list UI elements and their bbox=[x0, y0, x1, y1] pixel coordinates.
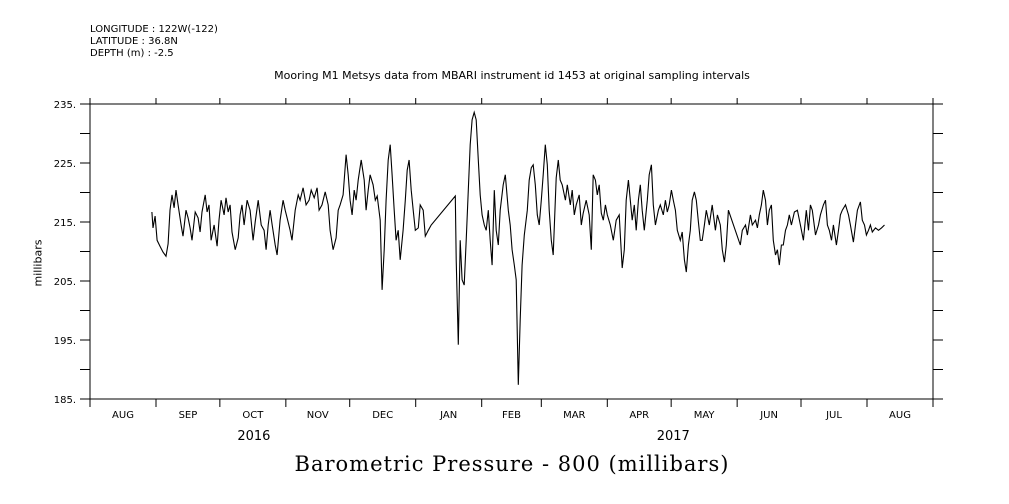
x-month-label: OCT bbox=[242, 410, 264, 421]
y-tick-label: 215. bbox=[54, 218, 76, 229]
x-axis-label: Barometric Pressure - 800 (millibars) bbox=[294, 452, 730, 476]
x-year-label: 2017 bbox=[657, 429, 690, 444]
x-year-label: 2016 bbox=[237, 429, 270, 444]
x-month-label: JAN bbox=[439, 410, 457, 421]
x-month-label: JUN bbox=[759, 410, 778, 421]
x-month-label: SEP bbox=[179, 410, 198, 421]
plot-frame bbox=[89, 103, 934, 400]
y-tick-label: 185. bbox=[54, 395, 76, 406]
x-month-label: NOV bbox=[307, 410, 329, 421]
y-tick-label: 205. bbox=[54, 277, 76, 288]
x-month-label: JUL bbox=[825, 410, 842, 421]
x-month-label: MAR bbox=[563, 410, 585, 421]
latitude-label: LATITUDE : 36.8N bbox=[90, 36, 178, 47]
y-tick-label: 225. bbox=[54, 159, 76, 170]
y-tick-label: 235. bbox=[54, 100, 76, 111]
x-month-label: AUG bbox=[112, 410, 134, 421]
chart-title: Mooring M1 Metsys data from MBARI instru… bbox=[274, 69, 750, 82]
longitude-label: LONGITUDE : 122W(-122) bbox=[90, 24, 218, 35]
depth-label: DEPTH (m) : -2.5 bbox=[90, 48, 174, 59]
x-month-label: AUG bbox=[889, 410, 911, 421]
x-month-label: FEB bbox=[502, 410, 521, 421]
pressure-series-line bbox=[151, 110, 885, 385]
x-month-label: DEC bbox=[372, 410, 393, 421]
x-month-label: APR bbox=[629, 410, 649, 421]
x-month-label: MAY bbox=[694, 410, 716, 421]
y-tick-label: 195. bbox=[54, 336, 76, 347]
